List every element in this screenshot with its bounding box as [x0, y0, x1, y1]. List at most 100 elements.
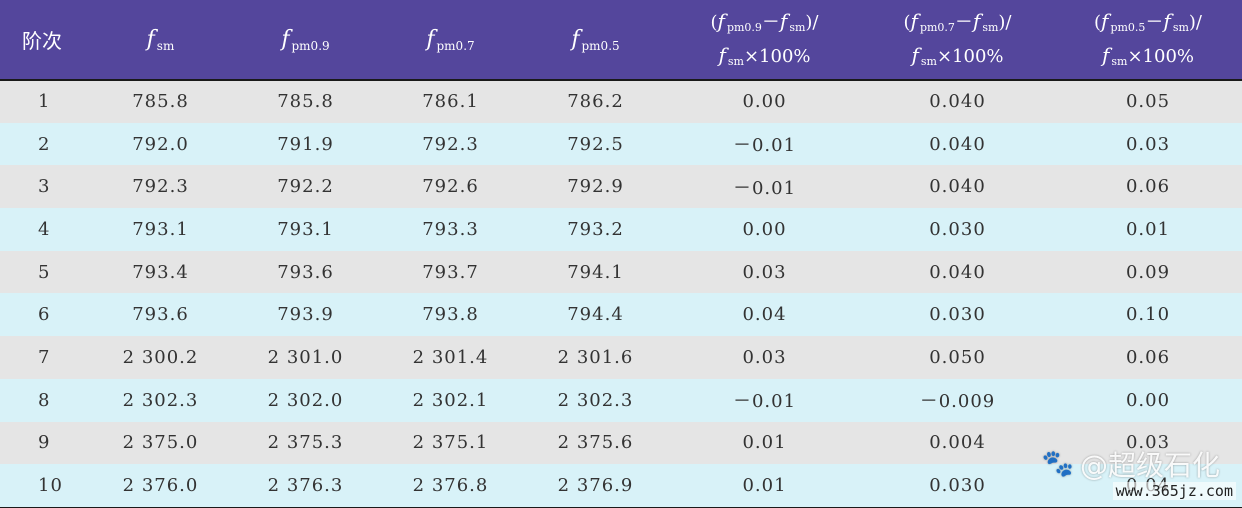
- cell-fpm05: 2 376.9: [523, 464, 668, 507]
- cell-order: 3: [0, 165, 88, 209]
- cell-ratio-07: 0.040: [861, 122, 1054, 166]
- cell-order: 2: [0, 122, 88, 166]
- cell-fpm07: 792.6: [378, 165, 523, 209]
- header-ratio-07-line2: f sm×100%: [911, 42, 1004, 68]
- header-fsm: f sm: [88, 0, 233, 81]
- cell-order: 8: [0, 378, 88, 422]
- cell-ratio-07: 0.040: [861, 80, 1054, 123]
- cell-fsm: 792.3: [88, 165, 233, 209]
- cell-fsm: 2 376.0: [88, 464, 233, 507]
- cell-ratio-09: 0.03: [668, 336, 861, 379]
- table-row: 1 785.8 785.8 786.1 786.2 0.00 0.040 0.0…: [0, 80, 1242, 123]
- cell-fsm: 792.0: [88, 122, 233, 166]
- cell-fpm09: 2 301.0: [233, 336, 378, 379]
- header-row: 阶次 f sm f pm0.9 f pm0.7 f pm0.5 (f pm0.9－f sm)…: [0, 0, 1242, 81]
- cell-ratio-09: 0.04: [668, 293, 861, 337]
- cell-fpm09: 793.1: [233, 208, 378, 251]
- cell-ratio-09: 0.01: [668, 464, 861, 507]
- cell-ratio-07: 0.040: [861, 165, 1054, 209]
- cell-fsm: 2 300.2: [88, 336, 233, 379]
- cell-fpm09: 792.2: [233, 165, 378, 209]
- cell-fpm07: 786.1: [378, 80, 523, 123]
- header-ratio-07: (f pm0.7－f sm)/ f sm×100%: [861, 0, 1054, 81]
- table-row: 2 792.0 791.9 792.3 792.5 －0.01 0.040 0.…: [0, 122, 1242, 166]
- cell-fpm05: 794.1: [523, 250, 668, 294]
- cell-order: 6: [0, 293, 88, 337]
- cell-fpm09: 793.9: [233, 293, 378, 337]
- cell-fpm05: 2 375.6: [523, 421, 668, 465]
- table-row: 9 2 375.0 2 375.3 2 375.1 2 375.6 0.01 0…: [0, 421, 1242, 465]
- header-ratio-09-line2: f sm×100%: [718, 42, 811, 68]
- header-fpm09: f pm0.9: [233, 0, 378, 81]
- cell-ratio-09: 0.01: [668, 421, 861, 465]
- cell-ratio-07: 0.030: [861, 293, 1054, 337]
- cell-ratio-09: 0.00: [668, 208, 861, 251]
- site-url: www.365jz.com: [1112, 482, 1236, 500]
- cell-ratio-05: 0.03: [1054, 122, 1242, 166]
- cell-fpm09: 785.8: [233, 80, 378, 123]
- header-ratio-05-line2: f sm×100%: [1101, 42, 1195, 68]
- cell-fpm05: 2 301.6: [523, 336, 668, 379]
- cell-fsm: 793.1: [88, 208, 233, 251]
- header-ratio-07-line1: (f pm0.7－f sm)/: [903, 8, 1012, 34]
- cell-fpm07: 793.7: [378, 250, 523, 294]
- cell-fpm05: 2 302.3: [523, 378, 668, 422]
- paw-icon: 🐾: [1041, 449, 1074, 479]
- header-ratio-05-line1: (f pm0.5－f sm)/: [1094, 8, 1202, 34]
- cell-ratio-07: －0.009: [861, 378, 1054, 422]
- cell-order: 5: [0, 250, 88, 294]
- cell-fpm09: 793.6: [233, 250, 378, 294]
- cell-order: 10: [0, 464, 88, 507]
- cell-ratio-09: －0.01: [668, 122, 861, 166]
- cell-order: 4: [0, 208, 88, 251]
- cell-fsm: 793.6: [88, 293, 233, 337]
- cell-fpm05: 794.4: [523, 293, 668, 337]
- cell-fpm07: 2 302.1: [378, 378, 523, 422]
- cell-fpm07: 792.3: [378, 122, 523, 166]
- cell-ratio-07: 0.004: [861, 421, 1054, 465]
- header-ratio-05: (f pm0.5－f sm)/ f sm×100%: [1054, 0, 1242, 81]
- cell-ratio-09: 0.03: [668, 250, 861, 294]
- table-row: 3 792.3 792.2 792.6 792.9 －0.01 0.040 0.…: [0, 165, 1242, 209]
- cell-ratio-07: 0.040: [861, 250, 1054, 294]
- cell-fpm05: 792.5: [523, 122, 668, 166]
- header-ratio-09: (f pm0.9－f sm)/ f sm×100%: [668, 0, 861, 81]
- table-row: 6 793.6 793.9 793.8 794.4 0.04 0.030 0.1…: [0, 293, 1242, 337]
- cell-fpm09: 2 302.0: [233, 378, 378, 422]
- cell-fpm07: 793.8: [378, 293, 523, 337]
- table-row: 8 2 302.3 2 302.0 2 302.1 2 302.3 －0.01 …: [0, 378, 1242, 422]
- cell-fpm05: 793.2: [523, 208, 668, 251]
- header-ratio-09-line1: (f pm0.9－f sm)/: [710, 8, 819, 34]
- cell-ratio-09: －0.01: [668, 378, 861, 422]
- table-row: 7 2 300.2 2 301.0 2 301.4 2 301.6 0.03 0…: [0, 336, 1242, 379]
- header-fpm05: f pm0.5: [523, 0, 668, 81]
- cell-fpm07: 793.3: [378, 208, 523, 251]
- cell-fpm07: 2 375.1: [378, 421, 523, 465]
- watermark: 🐾 @超级石化: [1042, 444, 1220, 484]
- table-row: 5 793.4 793.6 793.7 794.1 0.03 0.040 0.0…: [0, 250, 1242, 294]
- cell-order: 7: [0, 336, 88, 379]
- cell-ratio-07: 0.030: [861, 208, 1054, 251]
- cell-order: 1: [0, 80, 88, 123]
- table-row: 4 793.1 793.1 793.3 793.2 0.00 0.030 0.0…: [0, 208, 1242, 251]
- cell-fpm09: 791.9: [233, 122, 378, 166]
- cell-ratio-05: 0.03: [1054, 421, 1242, 465]
- cell-ratio-05: 0.00: [1054, 378, 1242, 422]
- cell-ratio-05: 0.01: [1054, 208, 1242, 251]
- header-order: 阶次: [0, 0, 88, 81]
- cell-fsm: 2 375.0: [88, 421, 233, 465]
- cell-ratio-05: 0.10: [1054, 293, 1242, 337]
- cell-fsm: 785.8: [88, 80, 233, 123]
- header-fpm07: f pm0.7: [378, 0, 523, 81]
- cell-ratio-05: 0.05: [1054, 80, 1242, 123]
- cell-fpm07: 2 301.4: [378, 336, 523, 379]
- cell-fsm: 793.4: [88, 250, 233, 294]
- cell-fpm05: 792.9: [523, 165, 668, 209]
- cell-ratio-05: 0.06: [1054, 165, 1242, 209]
- cell-ratio-05: 0.06: [1054, 336, 1242, 379]
- watermark-text: @超级石化: [1079, 449, 1220, 482]
- cell-fpm05: 786.2: [523, 80, 668, 123]
- cell-ratio-09: 0.00: [668, 80, 861, 123]
- cell-ratio-07: 0.050: [861, 336, 1054, 379]
